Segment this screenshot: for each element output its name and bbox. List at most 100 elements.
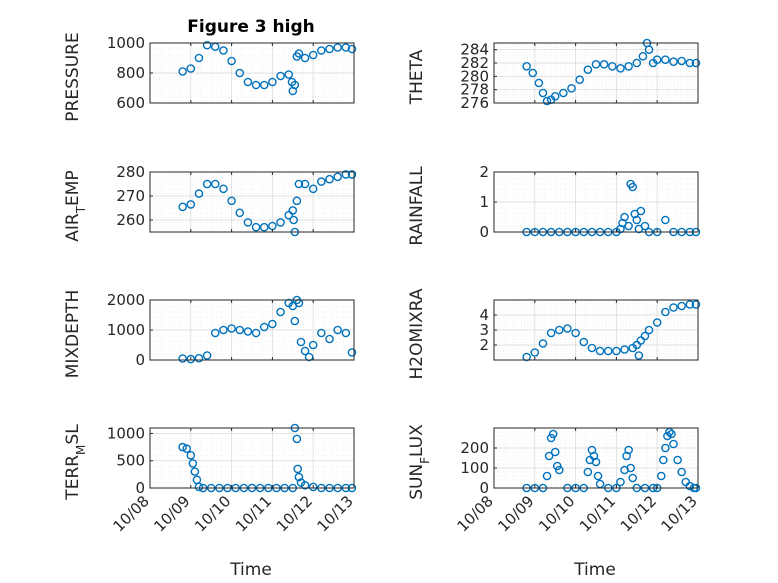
air-temp-data-point bbox=[259, 222, 269, 232]
theta-data-point bbox=[591, 60, 601, 69]
theta-data-point bbox=[608, 62, 617, 71]
air-temp-data-point bbox=[341, 170, 351, 179]
theta-data-point bbox=[542, 96, 552, 106]
air-temp-data-point bbox=[276, 218, 285, 227]
subplot-pressure: 600 800 1000 PRESSURE bbox=[63, 32, 357, 122]
mixdepth-data-point bbox=[290, 316, 300, 326]
mixdepth-data-point bbox=[210, 328, 220, 338]
air-temp-data-point bbox=[289, 215, 298, 225]
sun-flux-data-point bbox=[550, 447, 560, 457]
pressure-data-point bbox=[219, 46, 228, 55]
h2omixra-data-point bbox=[685, 300, 695, 309]
terr-msl-data-point bbox=[308, 482, 318, 492]
theta-data-point bbox=[567, 84, 576, 93]
x-axis-label-left: Time bbox=[229, 560, 272, 580]
rainfall-y-tick-label: 0 bbox=[479, 223, 489, 241]
theta-data-point bbox=[583, 65, 593, 74]
mixdepth-data-point bbox=[202, 351, 212, 360]
sun-flux-data-point bbox=[659, 455, 668, 465]
pressure-data-point bbox=[290, 80, 300, 90]
mixdepth-data-point bbox=[333, 325, 342, 335]
h2omixra-y-tick-label: 3 bbox=[479, 321, 489, 339]
pressure-data-point bbox=[243, 77, 253, 87]
theta-data-point bbox=[669, 57, 678, 66]
sun-flux-data-point bbox=[677, 467, 686, 477]
pressure-data-point bbox=[268, 77, 277, 87]
rainfall-data-point bbox=[628, 182, 638, 192]
rainfall-data-point bbox=[624, 221, 633, 231]
air-temp-data-point bbox=[300, 179, 310, 189]
terr-msl-data-point bbox=[293, 464, 302, 474]
mixdepth-data-point bbox=[259, 322, 269, 332]
theta-y-axis-label: THETA bbox=[407, 49, 427, 105]
theta-data-point bbox=[661, 55, 670, 64]
theta-y-tick-label: 282 bbox=[460, 54, 489, 72]
sun-flux-data-point bbox=[628, 473, 638, 483]
rainfall-data-point bbox=[636, 206, 646, 216]
h2omixra-data-point bbox=[677, 301, 686, 311]
pressure-data-point bbox=[308, 50, 318, 60]
sun-flux-data-point bbox=[554, 465, 564, 475]
mixdepth-data-point bbox=[325, 334, 334, 344]
h2omixra-data-point bbox=[563, 324, 572, 333]
pressure-data-point bbox=[284, 70, 294, 79]
pressure-y-tick-label: 800 bbox=[116, 64, 145, 82]
mixdepth-data-point bbox=[219, 325, 228, 335]
pressure-data-point bbox=[202, 40, 212, 50]
air-temp-data-point bbox=[317, 177, 326, 186]
air-temp-data-point bbox=[178, 202, 187, 212]
pressure-y-tick-label: 1000 bbox=[107, 34, 145, 52]
h2omixra-data-point bbox=[603, 346, 613, 356]
mixdepth-data-point bbox=[347, 348, 357, 357]
mixdepth-data-point bbox=[186, 354, 196, 364]
mixdepth-data-point bbox=[341, 328, 351, 338]
air-temp-data-point bbox=[251, 222, 261, 232]
rainfall-y-tick-label: 1 bbox=[479, 193, 489, 211]
mixdepth-data-point bbox=[294, 298, 304, 308]
pressure-data-point bbox=[276, 71, 285, 81]
sun-flux-data-point bbox=[673, 455, 682, 465]
air-temp-y-tick-label: 260 bbox=[116, 211, 145, 229]
rainfall-y-tick-label: 2 bbox=[479, 163, 489, 181]
theta-data-point bbox=[644, 45, 654, 54]
sun-flux-data-point bbox=[583, 467, 593, 477]
air-temp-data-point bbox=[294, 179, 304, 189]
h2omixra-data-point bbox=[644, 325, 654, 335]
theta-data-point bbox=[528, 68, 538, 78]
air-temp-data-point bbox=[243, 218, 253, 227]
pressure-data-point bbox=[186, 64, 196, 73]
terr-msl-data-point bbox=[182, 444, 192, 454]
air-temp-y-tick-label: 280 bbox=[116, 163, 145, 181]
air-temp-data-point bbox=[194, 189, 204, 198]
mixdepth-data-point bbox=[268, 319, 277, 329]
theta-data-point bbox=[677, 56, 686, 66]
h2omixra-data-point bbox=[652, 318, 662, 327]
terr-msl-data-point bbox=[186, 450, 196, 460]
pressure-data-point bbox=[325, 44, 334, 54]
h2omixra-data-point bbox=[691, 300, 701, 309]
theta-data-point bbox=[538, 88, 548, 98]
theta-data-point bbox=[632, 58, 642, 68]
theta-data-point bbox=[624, 62, 633, 71]
h2omixra-data-point bbox=[669, 303, 678, 312]
mixdepth-data-point bbox=[317, 328, 326, 338]
mixdepth-y-tick-label: 1000 bbox=[107, 321, 145, 339]
pressure-data-point bbox=[178, 67, 187, 76]
mixdepth-data-point bbox=[243, 327, 253, 336]
h2omixra-data-point bbox=[538, 339, 548, 348]
h2omixra-data-point bbox=[530, 348, 540, 357]
theta-data-point bbox=[691, 58, 701, 68]
air-temp-data-point bbox=[219, 184, 228, 194]
terr-msl-data-point bbox=[178, 442, 187, 452]
terr-msl-data-point bbox=[300, 480, 310, 490]
sun-flux-data-point bbox=[669, 439, 678, 449]
mixdepth-data-point bbox=[308, 340, 318, 350]
pressure-data-point bbox=[347, 44, 357, 54]
pressure-data-point bbox=[294, 49, 304, 58]
mixdepth-data-point bbox=[296, 337, 306, 347]
rainfall-data-point bbox=[640, 221, 650, 231]
mixdepth-y-tick-label: 0 bbox=[135, 351, 145, 369]
